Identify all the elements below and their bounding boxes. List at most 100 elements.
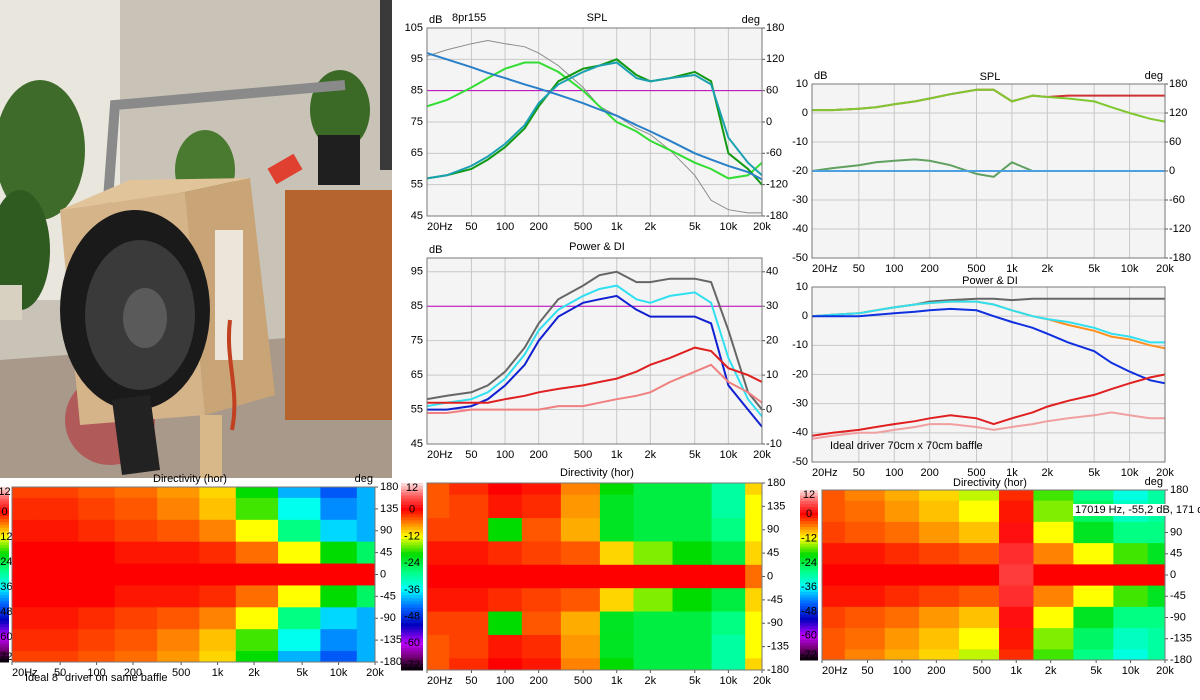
heatmap-cell [844,490,886,502]
colorbar-segment [401,542,423,546]
heatmap-cell [844,585,886,608]
colorbar-segment [401,635,423,640]
heatmap-cell [1113,585,1149,608]
colorbar-segment [800,555,818,559]
colorbar-segment [0,542,9,546]
colorbar-segment [0,507,9,511]
heatmap-cell [427,611,450,636]
x-tick-label: 50 [465,449,477,461]
colorbar-segment [800,623,818,627]
heatmap-cell [745,634,763,659]
heatmap-cell [278,629,321,652]
photo [0,0,392,478]
y2-tick-label: -60 [1169,194,1185,206]
heatmap-cell [356,629,376,652]
colorbar-segment [800,504,818,508]
y-tick-label: -90 [1170,611,1186,623]
colorbar-segment [401,545,423,549]
colorbar-segment [800,526,818,531]
colorbar-tick-label: -72 [801,649,817,661]
colorbar-segment [800,589,818,593]
colorbar-segment [0,559,9,564]
y-axis-label: dB [814,70,827,82]
colorbar-tick-label: 0 [409,504,415,516]
heatmap-cell [844,606,886,629]
y-tick-label: -90 [380,612,396,624]
heatmap-cell [822,564,846,587]
colorbar-segment [0,647,9,651]
heatmap-cell [599,588,635,613]
colorbar-segment [401,514,423,518]
colorbar-segment [0,545,9,549]
y-tick-label: -20 [792,368,808,380]
colorbar-segment [0,606,9,610]
colorbar-segment [401,638,423,643]
x-tick-label: 10k [720,449,738,461]
y-tick-label: 0 [1170,569,1176,581]
heatmap-cell [199,497,237,521]
colorbar-segment [800,541,818,545]
x-tick-label: 100 [885,263,903,275]
heatmap-cell [78,541,116,565]
heatmap-cell [560,518,601,542]
colorbar-tick-label: -72 [0,651,12,663]
heatmap-cell [745,541,763,566]
heatmap-cell [356,497,376,521]
heatmap-cell [235,497,279,521]
heatmap-cell [488,518,523,542]
x-tick-label: 200 [920,467,938,479]
colorbar-segment [0,557,9,561]
series-line [812,411,1165,440]
colorbar-segment [800,597,818,601]
x-tick-label: 50 [54,667,66,679]
heatmap-cell [427,658,450,671]
heatmap-cell [599,483,635,496]
x-tick-label: 50 [853,467,865,479]
colorbar-segment [800,490,818,494]
colorbar-segment [800,498,818,502]
colorbar-tick-label: -12 [0,531,12,543]
y2-tick-label: -180 [766,210,788,222]
heatmap-cell [1147,606,1166,629]
colorbar-segment [800,538,818,542]
heatmap-cell [959,585,1000,608]
colorbar-segment [401,483,423,487]
heatmap-cell [114,651,158,663]
heatmap-cell [959,564,1000,587]
heatmap-cell [320,541,358,565]
colorbar-segment [401,626,423,630]
x-tick-label: 500 [973,665,991,677]
heatmap-cell [488,541,523,566]
y-tick-label: -45 [1170,590,1186,602]
heatmap-cell [1033,564,1074,587]
colorbar-segment [0,621,9,625]
heatmap-cell [356,585,376,608]
heatmap-cell [560,494,601,519]
colorbar-segment [401,629,423,634]
colorbar-segment [0,533,9,538]
heatmap-cell [521,483,562,496]
x-tick-label: 10k [720,675,738,687]
y-tick-label: -10 [792,339,808,351]
heatmap-cell [320,607,358,630]
x-tick-label: 1k [611,449,623,461]
colorbar-segment [800,495,818,499]
colorbar-segment [0,487,9,491]
y-tick-label: 90 [767,524,779,536]
heatmap-cell [1147,543,1166,565]
heatmap-cell [711,564,746,589]
colorbar-segment [800,600,818,604]
x-tick-label: 20k [1156,263,1174,275]
colorbar-segment [0,562,9,567]
heatmap-cell [959,649,1000,661]
heatmap-cell [521,658,562,671]
heatmap-cell [884,564,920,587]
heatmap-cell [633,564,674,589]
chart-title: SPL [980,71,1001,83]
heatmap-cell [199,651,237,663]
heatmap-cell [672,483,713,496]
heatmap-cell [12,497,37,521]
x-tick-label: 200 [124,667,142,679]
colorbar-segment [401,595,423,599]
